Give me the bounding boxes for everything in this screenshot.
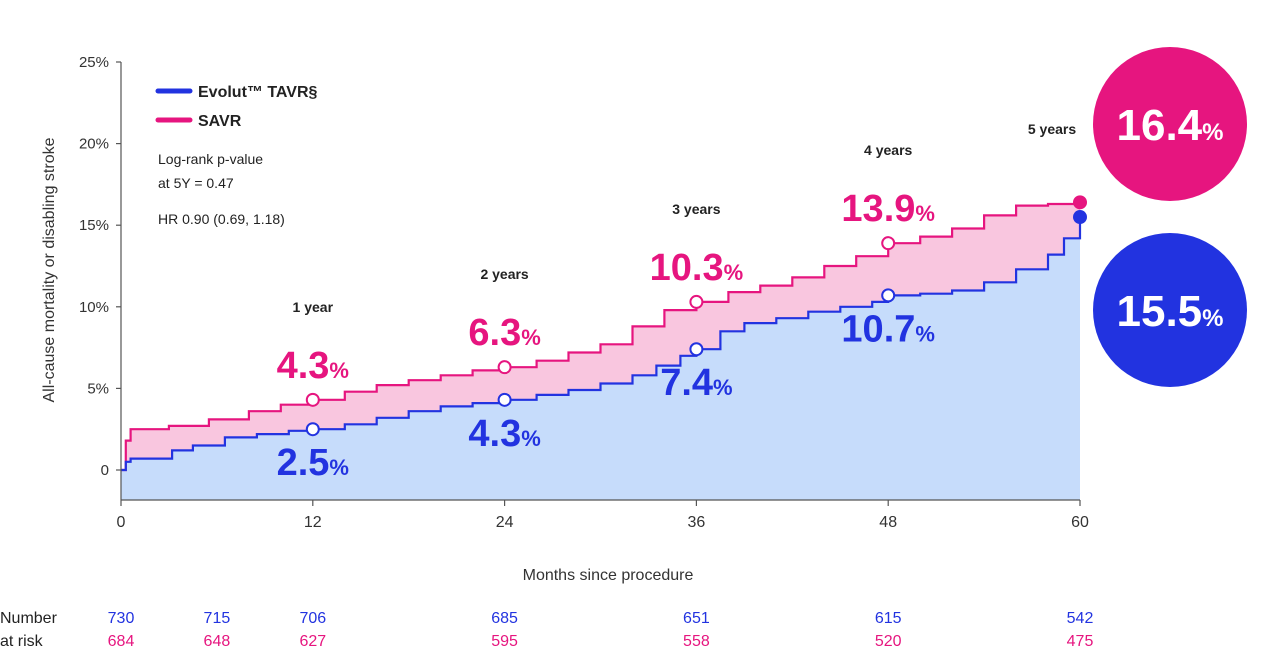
tavr-annotation-value: 10.7% xyxy=(841,308,935,350)
risk-savr-count: 520 xyxy=(875,633,902,650)
risk-tavr-count: 542 xyxy=(1067,610,1094,627)
savr-annotation-value: 4.3% xyxy=(277,345,349,387)
savr-annotation-value: 10.3% xyxy=(650,247,744,289)
tavr-end-marker xyxy=(1073,210,1087,225)
number-at-risk-table: Number at risk 730 684 715 648 706 627 685 595 6… xyxy=(0,610,1093,650)
savr-series-line xyxy=(121,202,1082,472)
stats-hazard-ratio: HR 0.90 (0.69, 1.18) xyxy=(158,211,285,227)
risk-tavr-count: 651 xyxy=(683,610,710,627)
legend: Evolut™ TAVR§ SAVR xyxy=(155,84,318,130)
tavr-five-year-value: 15.5% xyxy=(1117,287,1224,336)
risk-savr-count: 627 xyxy=(299,633,326,650)
y-tick-label: 25% xyxy=(79,54,109,71)
savr-marker xyxy=(689,294,704,309)
risk-savr-count: 684 xyxy=(108,633,135,650)
x-tick-label: 0 xyxy=(117,514,126,531)
tavr-marker xyxy=(881,288,896,303)
five-year-summary: 5 years 16.4% 15.5% xyxy=(1028,47,1247,387)
risk-savr-count: 475 xyxy=(1067,633,1094,650)
savr-end-marker xyxy=(1073,195,1087,210)
x-tick-label: 12 xyxy=(304,514,322,531)
x-tick-label: 24 xyxy=(496,514,514,531)
legend-label-tavr: Evolut™ TAVR§ xyxy=(198,84,318,101)
y-tick-label: 15% xyxy=(79,217,109,234)
risk-title-line1: Number xyxy=(0,610,58,627)
savr-annotation-value: 13.9% xyxy=(841,188,935,230)
risk-tavr-count: 715 xyxy=(204,610,231,627)
savr-marker xyxy=(881,236,896,251)
savr-marker xyxy=(305,392,320,407)
savr-marker xyxy=(497,360,512,375)
tavr-annotation-value: 7.4% xyxy=(660,362,732,404)
tavr-marker xyxy=(497,392,512,407)
risk-tavr-count: 615 xyxy=(875,610,902,627)
tavr-five-year-circle xyxy=(1093,233,1247,387)
tavr-marker xyxy=(689,342,704,357)
tavr-annotation-value: 4.3% xyxy=(468,413,540,455)
year-label: 4 years xyxy=(864,142,912,158)
savr-five-year-value: 16.4% xyxy=(1117,101,1224,150)
y-tick-label: 20% xyxy=(79,136,109,153)
stats-logrank-line1: Log-rank p-value xyxy=(158,151,263,167)
tavr-area-fill xyxy=(121,217,1080,500)
y-tick-label: 5% xyxy=(87,380,109,397)
risk-tavr-count: 706 xyxy=(299,610,326,627)
annotations: 1 year 4.3% 2.5% 2 years 6.3% 4.3% 3 years 10.3… xyxy=(277,142,1087,484)
risk-tavr-count: 685 xyxy=(491,610,518,627)
year-label: 3 years xyxy=(672,201,720,217)
y-axis-ticks: 0 5% 10% 15% 20% 25% xyxy=(79,54,121,479)
stats-logrank-line2: at 5Y = 0.47 xyxy=(158,175,234,191)
risk-tavr-count: 730 xyxy=(108,610,135,627)
tavr-annotation-value: 2.5% xyxy=(277,442,349,484)
risk-savr-count: 558 xyxy=(683,633,710,650)
savr-annotation-value: 6.3% xyxy=(468,312,540,354)
y-tick-label: 10% xyxy=(79,299,109,316)
tavr-series-line xyxy=(121,217,1082,472)
year-label: 1 year xyxy=(293,299,334,315)
tavr-marker xyxy=(305,422,320,437)
x-tick-label: 36 xyxy=(688,514,706,531)
risk-savr-count: 648 xyxy=(204,633,231,650)
risk-savr-count: 595 xyxy=(491,633,518,650)
x-axis-title: Months since procedure xyxy=(523,567,694,584)
y-axis-title: All-cause mortality or disabling stroke xyxy=(41,137,58,402)
five-year-label: 5 years xyxy=(1028,121,1076,137)
x-tick-label: 60 xyxy=(1071,514,1089,531)
y-tick-label: 0 xyxy=(101,462,109,479)
legend-label-savr: SAVR xyxy=(198,113,242,130)
x-tick-label: 48 xyxy=(879,514,897,531)
year-label: 2 years xyxy=(480,266,528,282)
x-axis-ticks: 0 12 24 36 48 60 xyxy=(117,500,1089,531)
savr-five-year-circle xyxy=(1093,47,1247,201)
risk-title-line2: at risk xyxy=(0,633,44,650)
